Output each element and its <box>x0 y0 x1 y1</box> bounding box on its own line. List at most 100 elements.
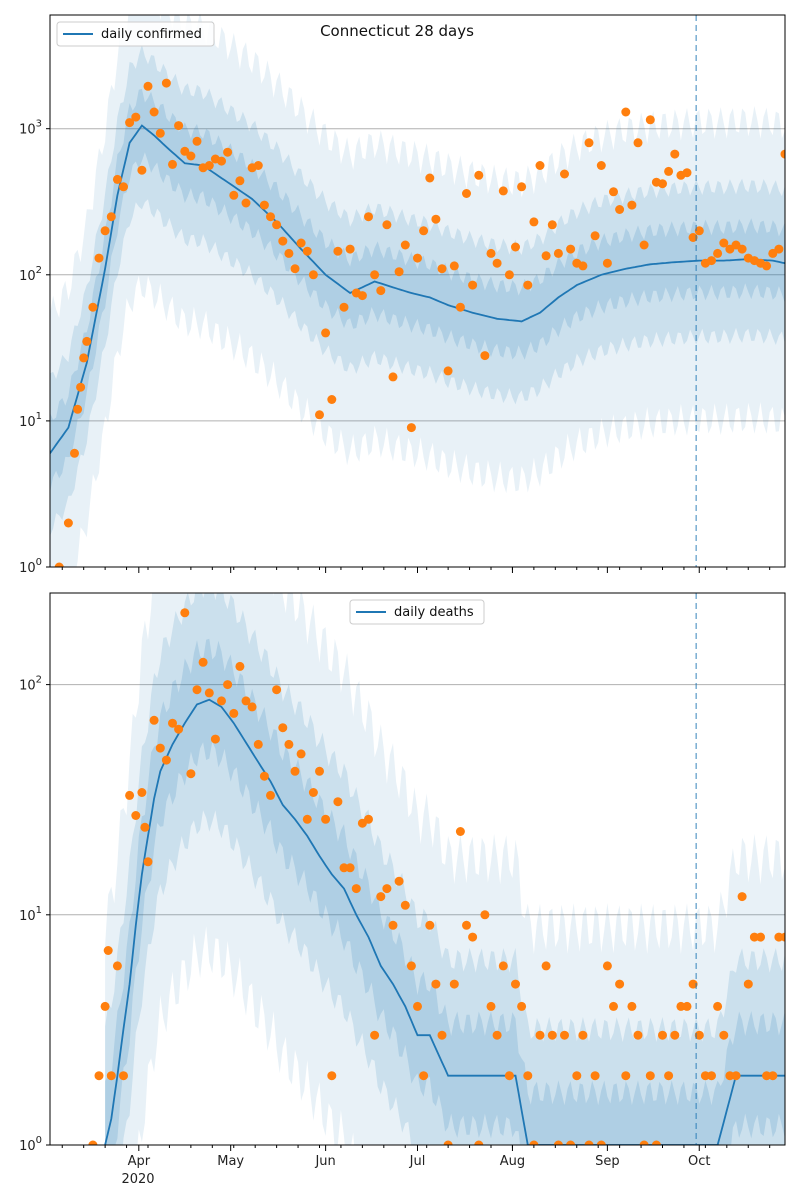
observed-point <box>253 739 263 749</box>
observed-point <box>112 174 122 184</box>
observed-point <box>223 680 233 690</box>
observed-point <box>333 797 343 807</box>
observed-point <box>253 161 263 170</box>
observed-point <box>272 685 282 695</box>
observed-point <box>284 248 294 258</box>
observed-point <box>731 1071 741 1081</box>
model-median-line <box>104 698 785 1145</box>
observed-point <box>449 261 459 271</box>
observed-point <box>192 685 202 695</box>
observed-point <box>560 169 569 179</box>
observed-point <box>259 200 269 210</box>
observed-point <box>688 233 698 242</box>
observed-point <box>602 258 612 268</box>
observed-point <box>553 1140 563 1145</box>
observed-point <box>737 892 747 902</box>
observed-point <box>192 136 202 146</box>
observed-point <box>149 715 159 725</box>
observed-point <box>278 723 288 733</box>
observed-point <box>125 118 135 128</box>
observed-point <box>174 121 184 131</box>
observed-point <box>535 161 545 170</box>
observed-point <box>639 1140 649 1145</box>
observed-point <box>449 979 459 989</box>
x-tick-label: May <box>217 1154 244 1169</box>
observed-point <box>186 151 196 161</box>
observed-point <box>596 161 606 170</box>
observed-point <box>443 1140 453 1145</box>
observed-point <box>266 212 275 222</box>
observed-point <box>223 147 233 157</box>
observed-point <box>370 1030 380 1040</box>
observed-point <box>204 161 214 170</box>
observed-point <box>474 170 484 180</box>
observed-point <box>639 240 649 250</box>
observed-point <box>217 696 226 706</box>
x-tick-label: Sep <box>595 1154 620 1169</box>
observed-point <box>143 81 153 91</box>
x-year-label: 2020 <box>121 1172 154 1187</box>
observed-point <box>241 696 251 706</box>
uncertainty-band <box>50 44 785 537</box>
observed-point <box>63 518 73 528</box>
observed-point <box>707 1071 716 1081</box>
observed-point <box>259 771 269 781</box>
observed-point <box>54 562 64 567</box>
y-tick-label: 103 <box>19 119 42 138</box>
observed-point <box>88 1140 98 1145</box>
observed-point <box>100 1001 110 1011</box>
observed-point <box>186 769 196 779</box>
y-tick-label: 100 <box>19 1135 42 1154</box>
observed-point <box>633 1030 643 1040</box>
observed-point <box>73 404 83 414</box>
observed-point <box>670 149 680 159</box>
observed-point <box>560 1030 569 1040</box>
observed-point <box>492 1030 502 1040</box>
observed-point <box>315 766 324 776</box>
observed-point <box>204 688 214 698</box>
observed-point <box>707 256 716 266</box>
observed-point <box>88 302 98 312</box>
observed-point <box>419 226 429 236</box>
observed-point <box>645 115 655 125</box>
observed-point <box>321 814 331 824</box>
observed-point <box>100 226 110 236</box>
observed-point <box>609 187 618 197</box>
observed-point <box>658 179 667 189</box>
observed-point <box>437 264 447 274</box>
observed-point <box>82 336 92 346</box>
observed-point <box>168 718 177 728</box>
observed-point <box>431 979 441 989</box>
y-tick-label: 101 <box>19 411 42 430</box>
observed-point <box>235 176 245 186</box>
observed-point <box>719 1030 729 1040</box>
observed-point <box>278 236 288 246</box>
observed-point <box>137 165 147 175</box>
observed-point <box>756 932 765 942</box>
observed-point <box>296 238 306 248</box>
x-tick-label: Jun <box>314 1154 335 1169</box>
observed-point <box>364 212 373 222</box>
observed-point <box>302 814 312 824</box>
observed-point <box>161 755 171 765</box>
observed-point <box>462 189 471 198</box>
observed-point <box>474 1140 484 1145</box>
observed-point <box>547 220 557 230</box>
uncertainty-band <box>50 15 785 567</box>
y-tick-label: 102 <box>19 265 42 284</box>
observed-point <box>149 107 159 117</box>
observed-point <box>351 884 361 894</box>
observed-point <box>553 248 563 258</box>
observed-point <box>419 1071 429 1081</box>
observed-point <box>376 286 386 296</box>
observed-point <box>382 884 392 894</box>
observed-point <box>284 739 294 749</box>
observed-point <box>627 1001 637 1011</box>
panel-1: 100 101 102 103 <box>19 14 786 576</box>
observed-point <box>394 876 404 886</box>
observed-point <box>468 932 478 942</box>
observed-point <box>345 244 355 254</box>
x-tick-label: Aug <box>500 1154 525 1169</box>
observed-point <box>168 159 177 169</box>
